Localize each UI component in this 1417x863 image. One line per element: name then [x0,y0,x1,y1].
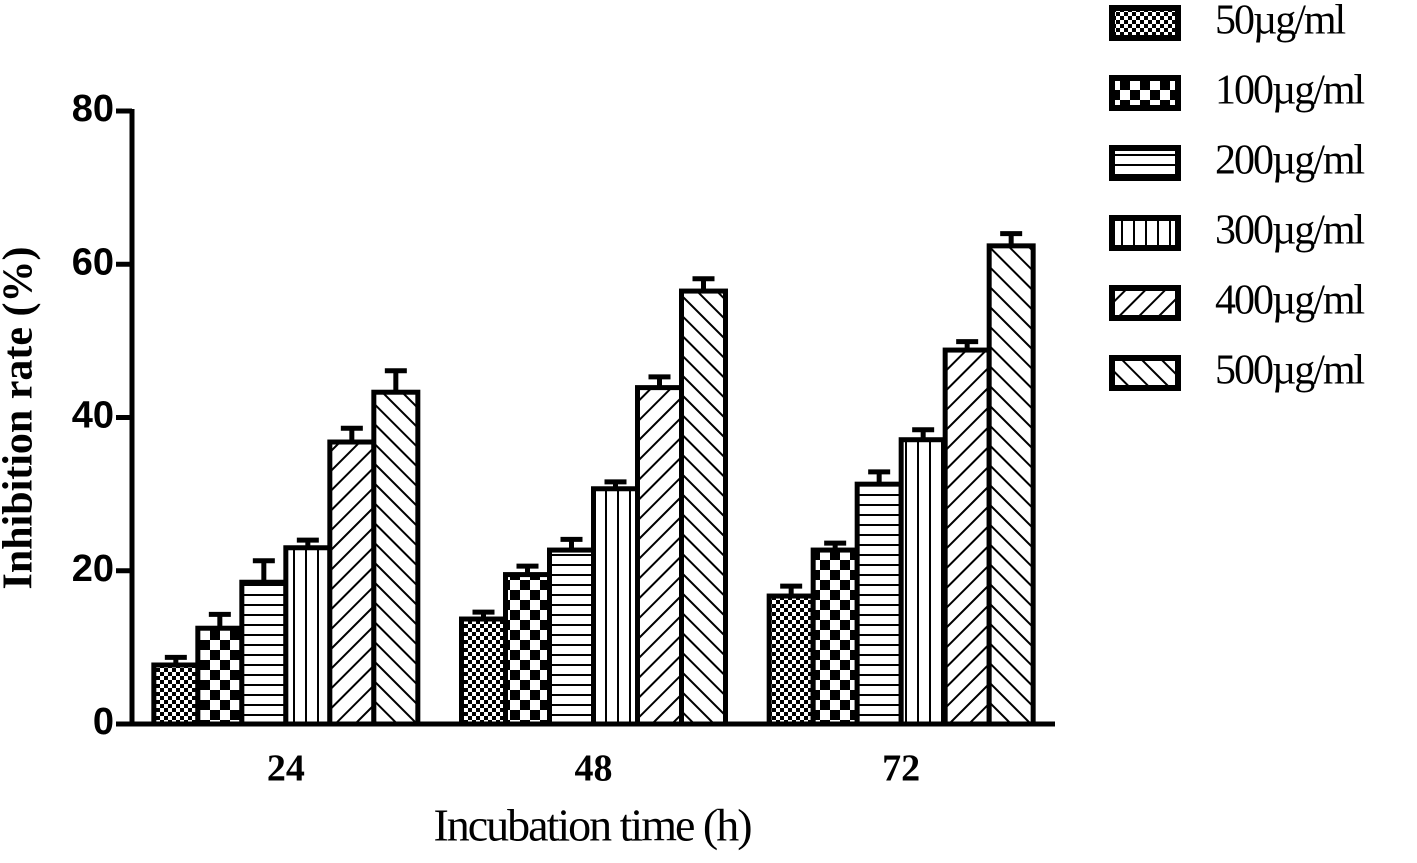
legend-swatch [1109,5,1181,41]
legend-swatch [1109,75,1181,111]
bar [679,288,728,727]
bar [239,579,289,727]
y-tick-label: 80 [72,88,114,130]
x-axis-title: Incubation time (h) [433,800,751,851]
legend-swatch [1109,285,1181,321]
bar [591,486,640,727]
bar [151,662,201,727]
legend-label: 50µg/ml [1215,0,1346,44]
bar [503,572,552,727]
bar [195,625,245,727]
legend-swatch [1109,355,1181,391]
legend-label: 200µg/ml [1215,138,1365,184]
error-bar [384,368,407,393]
bar [547,547,596,727]
error-bar [252,558,275,583]
bar [283,545,333,727]
legend-label: 300µg/ml [1215,208,1365,254]
legend-label: 100µg/ml [1215,68,1365,114]
bar [810,547,860,727]
x-tick-label: 24 [267,748,305,790]
y-axis-title: Inhibition rate (%) [0,246,42,589]
y-tick-label: 60 [72,241,114,283]
bar [327,439,377,727]
legend-swatch [1109,215,1181,251]
legend-swatch [1109,145,1181,181]
bar [635,385,684,727]
legend-label: 400µg/ml [1215,278,1365,324]
y-tick-label: 20 [72,548,114,590]
x-tick-label: 48 [575,748,613,790]
bar [898,437,948,727]
bar [986,243,1036,727]
x-tick-label: 72 [882,748,920,790]
bar [942,347,992,727]
bar [459,616,508,727]
bar [854,481,904,727]
bar [371,389,421,727]
y-tick-label: 40 [72,395,114,437]
bar [766,593,816,727]
legend-label: 500µg/ml [1215,348,1365,394]
y-tick-label: 0 [93,701,114,743]
